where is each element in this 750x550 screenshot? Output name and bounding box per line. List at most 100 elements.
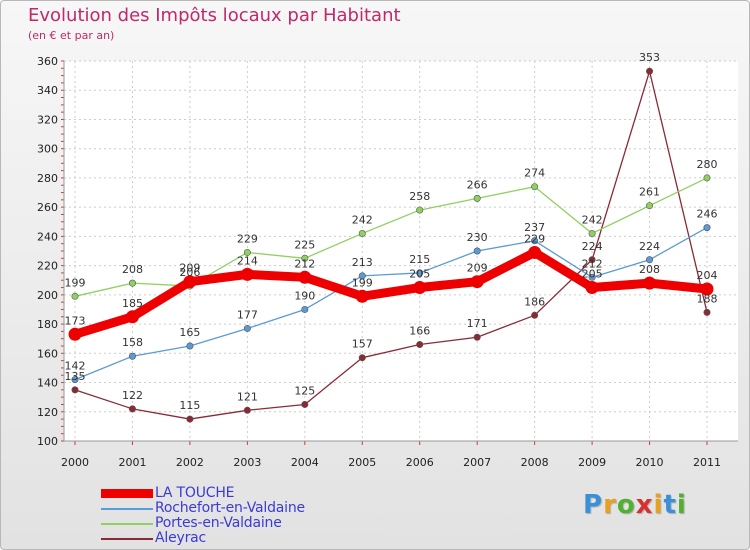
logo-letter: r [603,490,617,520]
data-label-rochefort-en-valdaine: 230 [467,231,488,244]
x-tick-label: 2008 [521,456,549,469]
data-label-portes-en-valdaine: 274 [524,167,545,180]
data-point-la-touche [68,327,82,341]
data-point-aleyrac [703,308,711,316]
data-point-portes-en-valdaine [358,229,366,237]
x-tick-label: 2005 [348,456,376,469]
x-tick-label: 2011 [693,456,721,469]
data-label-rochefort-en-valdaine: 177 [237,308,258,321]
data-point-la-touche [700,282,714,296]
data-label-rochefort-en-valdaine: 246 [697,208,718,221]
y-tick-label: 300 [37,143,58,156]
data-label-la-touche: 199 [352,276,373,289]
logo-letter: t [663,490,677,520]
logo-letter: i [676,490,687,520]
data-label-rochefort-en-valdaine: 165 [179,326,200,339]
data-label-la-touche: 208 [639,263,660,276]
data-point-aleyrac [186,415,194,423]
data-label-la-touche: 204 [697,269,718,282]
data-label-portes-en-valdaine: 242 [582,213,603,226]
data-point-aleyrac [71,386,79,394]
y-tick-label: 240 [37,230,58,243]
data-point-rochefort-en-valdaine [473,247,481,255]
data-label-la-touche: 205 [582,268,603,281]
data-point-rochefort-en-valdaine [416,269,424,277]
series-line-la-touche [70,247,712,339]
data-label-la-touche: 212 [294,257,315,270]
y-tick-label: 160 [37,347,58,360]
data-label-portes-en-valdaine: 258 [409,190,430,203]
data-point-la-touche [470,275,484,289]
x-tick-label: 2002 [176,456,204,469]
proxiti-logo: Proxiti [583,490,687,520]
data-label-portes-en-valdaine: 199 [65,276,86,289]
data-label-la-touche: 214 [237,254,258,267]
data-point-aleyrac [588,256,596,264]
data-label-aleyrac: 166 [409,325,430,338]
logo-letter: P [583,490,604,520]
y-tick-label: 320 [37,113,58,126]
y-tick-label: 340 [37,84,58,97]
data-label-la-touche: 173 [65,314,86,327]
data-label-rochefort-en-valdaine: 224 [639,240,660,253]
logo-letter: i [653,490,664,520]
data-label-aleyrac: 125 [294,384,315,397]
data-point-la-touche [298,270,312,284]
data-label-aleyrac: 171 [467,317,488,330]
plot-background [64,61,738,441]
x-tick-label: 2004 [291,456,319,469]
y-tick-label: 220 [37,260,58,273]
legend-label: LA TOUCHE [155,485,235,501]
data-point-portes-en-valdaine [473,194,481,202]
data-point-aleyrac [128,405,136,413]
logo-letter: x [635,490,654,520]
data-point-portes-en-valdaine [588,229,596,237]
data-label-la-touche: 209 [467,262,488,275]
data-point-aleyrac [243,406,251,414]
legend-swatch [101,489,153,498]
data-label-portes-en-valdaine: 280 [697,158,718,171]
data-point-aleyrac [416,341,424,349]
data-point-portes-en-valdaine [703,174,711,182]
data-point-la-touche [528,245,542,259]
y-tick-label: 100 [37,435,58,448]
data-label-la-touche: 209 [179,262,200,275]
data-point-la-touche [240,267,254,281]
data-point-rochefort-en-valdaine [703,224,711,232]
data-label-portes-en-valdaine: 261 [639,186,660,199]
series-layer [68,67,714,423]
y-tick-label: 360 [37,55,58,68]
legend-label: Rochefort-en-Valdaine [155,500,305,516]
data-point-aleyrac [473,333,481,341]
data-point-la-touche [585,281,599,295]
data-label-rochefort-en-valdaine: 142 [65,360,86,373]
series-line-rochefort-en-valdaine [74,226,708,381]
data-point-rochefort-en-valdaine [358,272,366,280]
x-tick-label: 2009 [578,456,606,469]
data-point-portes-en-valdaine [243,248,251,256]
data-label-aleyrac: 157 [352,338,373,351]
chart-title: Evolution des Impôts locaux par Habitant [28,5,401,26]
data-label-la-touche: 185 [122,297,143,310]
data-point-rochefort-en-valdaine [531,237,539,245]
data-label-rochefort-en-valdaine: 212 [582,257,603,270]
data-label-aleyrac: 224 [582,240,603,253]
x-tick-label: 2006 [406,456,434,469]
data-label-portes-en-valdaine: 208 [122,263,143,276]
data-point-la-touche [643,276,657,290]
legend-label: Portes-en-Valdaine [155,515,282,531]
data-label-aleyrac: 115 [179,399,200,412]
data-label-portes-en-valdaine: 225 [294,238,315,251]
data-point-la-touche [355,289,369,303]
y-tick-label: 120 [37,406,58,419]
data-point-rochefort-en-valdaine [128,352,136,360]
y-tick-label: 280 [37,172,58,185]
data-point-rochefort-en-valdaine [301,305,309,313]
data-point-la-touche [413,281,427,295]
chart-subtitle: (en € et par an) [28,29,115,42]
data-label-portes-en-valdaine: 206 [179,266,200,279]
data-point-rochefort-en-valdaine [646,256,654,264]
data-point-aleyrac [531,311,539,319]
